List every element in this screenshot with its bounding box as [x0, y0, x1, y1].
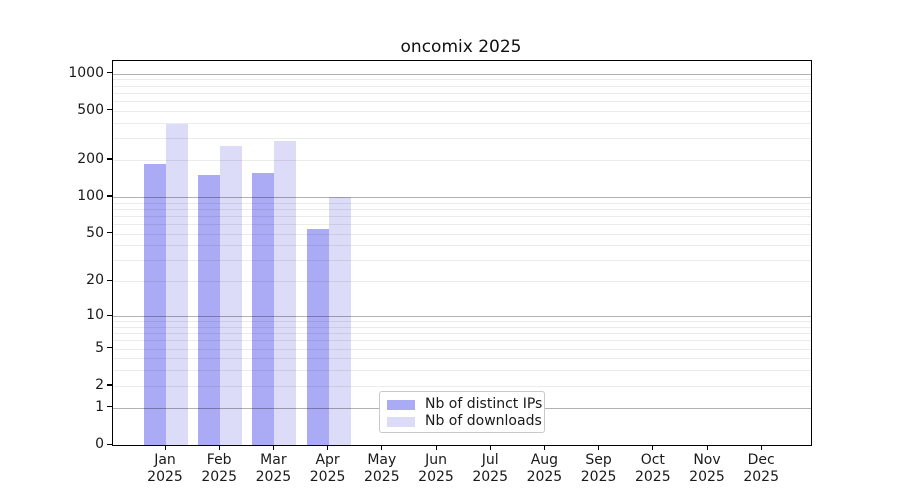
y-tick-mark	[107, 347, 112, 349]
y-tick-mark	[107, 109, 112, 111]
y-tick-mark	[107, 158, 112, 160]
chart-title: oncomix 2025	[400, 37, 522, 57]
x-tick-mark	[652, 445, 654, 450]
x-tick-mark	[543, 445, 546, 450]
bars-layer	[113, 61, 811, 445]
x-tick-label-sep: Sep 2025	[580, 452, 617, 485]
bar-downloads-mar	[274, 140, 297, 445]
x-tick-mark	[760, 445, 762, 450]
y-tick-label: 10	[86, 307, 104, 324]
y-tick-mark	[107, 314, 112, 316]
x-tick-mark	[164, 445, 166, 450]
bar-distinct-ips-jan	[144, 164, 166, 445]
y-tick-mark	[107, 232, 112, 234]
y-tick-label: 5	[95, 339, 104, 356]
bar-distinct-ips-apr	[306, 228, 329, 445]
x-tick-label-mar: Mar 2025	[255, 452, 292, 485]
y-tick-label: 1	[95, 398, 104, 415]
y-tick-mark	[107, 384, 112, 386]
y-tick-label: 50	[86, 224, 104, 241]
y-tick-label: 100	[77, 187, 104, 204]
y-tick-mark	[107, 406, 112, 408]
bar-distinct-ips-mar	[252, 172, 275, 445]
x-tick-mark	[435, 445, 437, 450]
y-tick-label: 0	[95, 436, 104, 452]
x-tick-mark	[489, 445, 491, 450]
bar-downloads-feb	[220, 145, 243, 445]
y-tick-label: 20	[86, 272, 104, 289]
y-tick-label: 200	[77, 150, 104, 167]
bar-downloads-apr	[328, 196, 351, 445]
legend-swatch-distinct-ips-icon	[387, 399, 415, 410]
bar-downloads-jan	[166, 124, 188, 445]
y-tick-label: 500	[77, 101, 104, 118]
x-tick-mark	[598, 445, 600, 450]
x-tick-label-aug: Aug 2025	[526, 452, 563, 485]
x-tick-label-jul: Jul 2025	[472, 452, 508, 485]
x-tick-label-jan: Jan 2025	[147, 452, 183, 485]
y-tick-mark	[107, 72, 112, 74]
x-tick-label-apr: Apr 2025	[309, 452, 346, 485]
bar-distinct-ips-feb	[198, 175, 221, 445]
plot-area	[112, 60, 812, 446]
legend-entry-downloads: Nb of downloads	[380, 413, 544, 430]
y-tick-mark	[107, 279, 112, 282]
x-tick-label-jun: Jun 2025	[418, 452, 454, 485]
legend-label-downloads: Nb of downloads	[425, 413, 542, 429]
y-tick-mark	[107, 195, 112, 197]
x-tick-mark	[218, 445, 220, 450]
x-tick-mark	[272, 445, 275, 450]
legend-label-distinct-ips: Nb of distinct IPs	[425, 396, 543, 412]
x-tick-label-nov: Nov 2025	[689, 452, 725, 485]
x-tick-label-may: May 2025	[363, 452, 400, 485]
x-tick-mark	[327, 445, 329, 450]
y-tick-label: 1000	[68, 64, 104, 81]
legend: Nb of distinct IPs Nb of downloads	[379, 391, 545, 433]
y-tick-label: 2	[95, 376, 104, 393]
y-tick-mark	[107, 443, 112, 445]
x-tick-mark	[706, 445, 708, 450]
x-tick-mark	[381, 445, 383, 450]
legend-entry-distinct-ips: Nb of distinct IPs	[380, 396, 544, 413]
legend-swatch-downloads-icon	[387, 416, 415, 427]
x-tick-label-feb: Feb 2025	[201, 452, 237, 485]
x-tick-label-oct: Oct 2025	[634, 452, 671, 485]
x-tick-label-dec: Dec 2025	[743, 452, 779, 485]
